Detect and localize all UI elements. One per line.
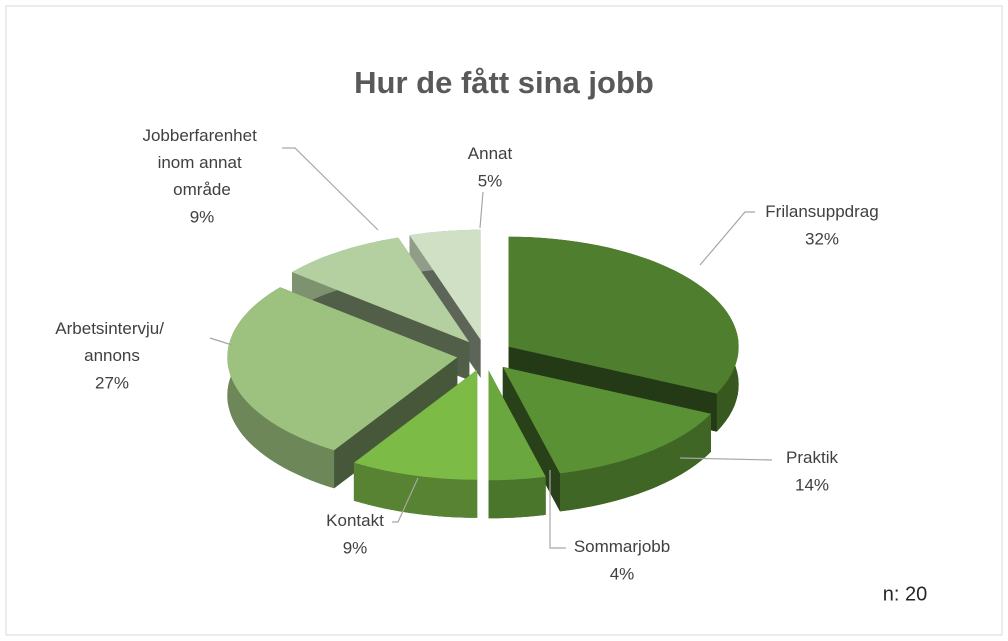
leader-line: [282, 147, 379, 231]
category-label: Annat: [468, 144, 513, 163]
slice-wall: [560, 413, 711, 512]
value-label: 4%: [610, 564, 635, 583]
slice-top: [409, 229, 481, 340]
category-label: Kontakt: [326, 511, 384, 530]
slice-top: [227, 287, 458, 451]
label-line: Annat: [468, 144, 513, 163]
value-label: 5%: [478, 171, 503, 190]
category-label: Frilansuppdrag: [765, 202, 878, 221]
category-label: Sommarjobb: [574, 537, 670, 556]
label-line: Kontakt: [326, 511, 384, 530]
slice-top: [502, 366, 711, 474]
label-line: Sommarjobb: [574, 537, 670, 556]
label-line: inom annat: [158, 153, 247, 172]
label-line: Jobberfarenhet: [142, 126, 261, 145]
annotation: n: 20: [883, 583, 927, 605]
leader-line: [209, 337, 233, 346]
slice: [502, 366, 711, 512]
value-label: 14%: [795, 475, 829, 494]
label-line: Praktik: [786, 448, 838, 467]
label-line: område: [173, 180, 231, 199]
slice-wall: [353, 462, 478, 518]
category-label: Praktik: [786, 448, 838, 467]
category-label: Jobberfarenhet inom annat område: [142, 126, 261, 199]
leader-line: [679, 457, 773, 461]
label-line: Frilansuppdrag: [765, 202, 878, 221]
slice-top: [488, 370, 546, 481]
leader-line: [699, 211, 755, 266]
slice: [353, 369, 478, 518]
leader-line: [392, 477, 419, 523]
chart-border: [5, 5, 1003, 636]
value-label: 27%: [95, 373, 129, 392]
label-line: Arbetsintervju/: [55, 319, 168, 338]
category-label: Arbetsintervju/ annons: [55, 319, 168, 365]
slice: [488, 370, 546, 519]
value-label: 32%: [805, 229, 839, 248]
leader-line: [479, 191, 484, 229]
chart-title: Hur de fått sina jobb: [354, 65, 654, 100]
slice-wall: [488, 476, 546, 519]
slice-top: [353, 369, 478, 480]
label-line: annons: [84, 346, 140, 365]
value-label: 9%: [190, 207, 215, 226]
leader-line: [549, 470, 566, 549]
slice-top: [292, 237, 470, 343]
slice-side: [502, 366, 560, 512]
value-label: 9%: [343, 538, 368, 557]
slice-top: [508, 236, 739, 394]
